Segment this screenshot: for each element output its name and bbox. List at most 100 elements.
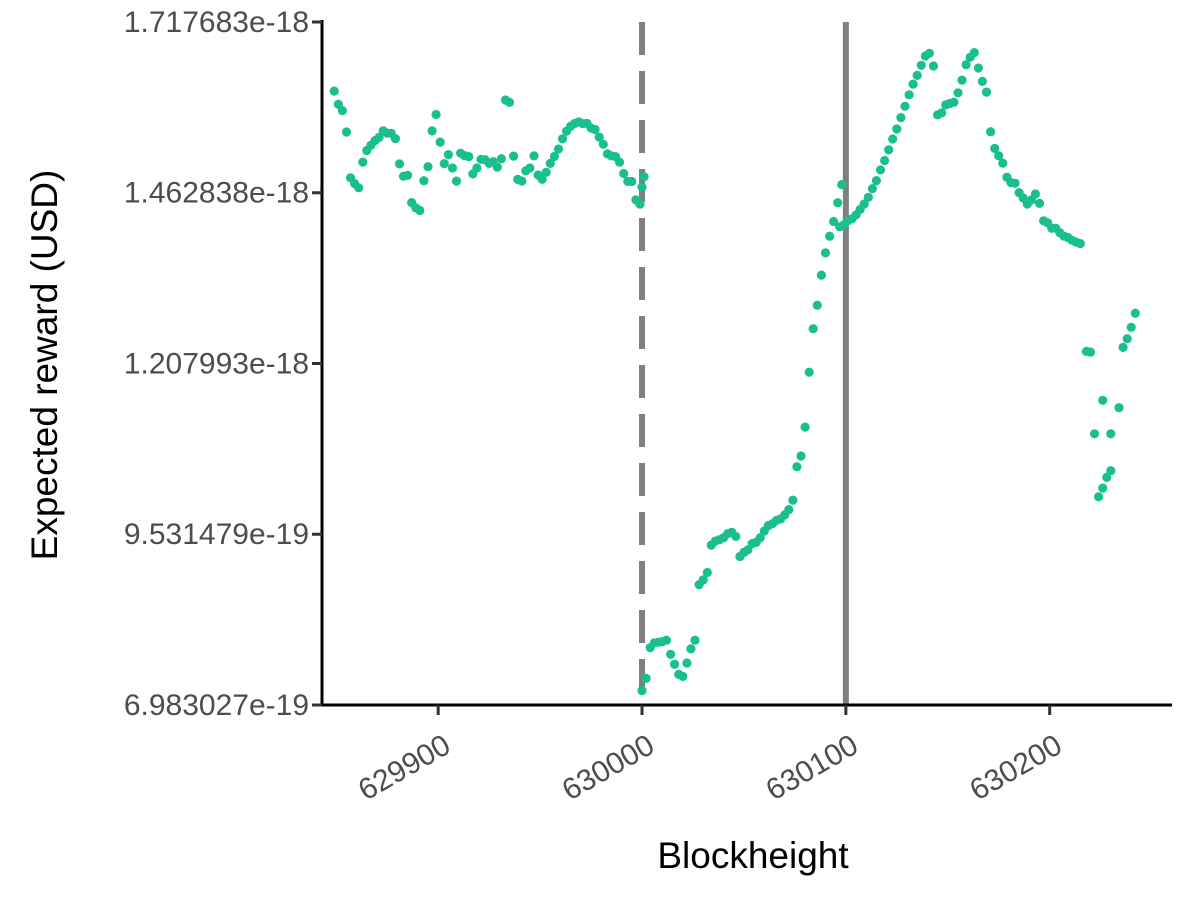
- data-point: [1126, 322, 1136, 332]
- data-point: [1118, 342, 1128, 352]
- x-tick-label: 630100: [761, 728, 864, 807]
- data-point: [525, 163, 535, 173]
- data-point: [986, 127, 996, 137]
- data-point: [419, 176, 429, 186]
- data-point: [812, 300, 822, 310]
- data-point: [492, 162, 502, 172]
- data-point: [755, 533, 765, 543]
- data-point: [1102, 472, 1112, 482]
- data-point: [637, 182, 647, 192]
- data-point: [957, 75, 967, 85]
- reference-lines: [639, 22, 849, 705]
- data-point: [529, 151, 539, 161]
- data-point: [928, 61, 939, 71]
- data-point: [837, 180, 847, 190]
- data-point: [896, 113, 906, 123]
- data-point: [949, 97, 959, 107]
- data-point: [796, 451, 806, 461]
- data-point: [1098, 483, 1108, 493]
- data-point: [447, 163, 458, 173]
- data-point: [863, 192, 873, 202]
- data-point: [661, 635, 672, 645]
- data-point: [329, 86, 339, 96]
- y-tick-label: 1.462838e-18: [124, 177, 309, 210]
- data-point: [390, 134, 400, 144]
- data-point: [800, 422, 810, 432]
- data-point: [916, 60, 926, 70]
- data-point: [731, 531, 741, 542]
- data-point: [808, 324, 818, 334]
- data-point: [833, 198, 843, 208]
- data-point: [337, 106, 347, 116]
- data-point: [496, 154, 506, 164]
- x-tick-label: 630200: [964, 728, 1067, 807]
- data-point: [517, 176, 527, 186]
- data-point: [394, 159, 405, 169]
- data-point: [1098, 395, 1108, 405]
- data-point: [829, 216, 839, 227]
- data-point: [443, 150, 453, 160]
- data-point: [557, 134, 568, 144]
- data-point: [998, 158, 1008, 168]
- data-point: [792, 462, 802, 472]
- data-point: [1122, 334, 1132, 344]
- data-point: [884, 145, 894, 155]
- y-axis-ticks: 6.983027e-19 9.531479e-19 1.207993e-18 1.46…: [124, 6, 322, 722]
- data-point: [875, 165, 886, 175]
- y-tick-label: 6.983027e-19: [124, 689, 309, 722]
- data-point: [635, 199, 645, 209]
- data-point: [472, 163, 482, 173]
- data-point: [1010, 178, 1020, 188]
- data-point: [690, 635, 700, 645]
- data-point: [1106, 429, 1116, 439]
- data-point: [900, 101, 910, 111]
- data-point: [820, 248, 831, 258]
- y-tick-label: 1.717683e-18: [124, 6, 309, 39]
- data-point: [969, 48, 979, 58]
- data-point: [537, 174, 547, 184]
- data-point: [594, 132, 604, 142]
- data-point: [682, 658, 692, 668]
- data-point: [686, 644, 696, 654]
- data-point: [871, 176, 882, 186]
- data-point: [1034, 198, 1045, 208]
- data-point: [990, 143, 1000, 153]
- data-point: [912, 70, 922, 80]
- data-point: [1075, 239, 1085, 249]
- data-point: [1085, 347, 1096, 357]
- data-point: [953, 88, 963, 98]
- data-point: [994, 151, 1004, 161]
- data-point: [627, 176, 637, 187]
- data-point: [545, 158, 555, 168]
- data-point: [403, 170, 413, 180]
- data-point: [670, 659, 680, 669]
- data-point: [431, 109, 441, 120]
- data-point: [977, 76, 988, 86]
- x-axis-ticks: 629900 630000 630100 630200: [353, 705, 1068, 807]
- data-point: [439, 159, 449, 169]
- data-point: [435, 137, 445, 147]
- x-tick-label: 629900: [353, 728, 456, 807]
- data-point: [859, 199, 869, 209]
- axes: [320, 20, 1172, 707]
- data-point: [825, 231, 835, 241]
- data-point: [541, 167, 551, 177]
- data-point: [788, 495, 798, 505]
- data-point: [908, 79, 918, 89]
- data-point: [937, 108, 947, 118]
- y-tick-label: 9.531479e-19: [124, 518, 309, 551]
- data-point: [678, 671, 688, 682]
- data-point: [904, 90, 914, 100]
- data-point: [451, 176, 462, 186]
- data-point: [619, 168, 629, 179]
- data-point: [504, 97, 515, 107]
- data-point: [358, 157, 368, 167]
- data-point: [598, 139, 608, 149]
- data-point: [784, 505, 794, 515]
- data-point: [590, 124, 600, 135]
- data-point: [637, 685, 647, 696]
- data-point: [415, 205, 425, 216]
- data-point: [888, 134, 898, 144]
- data-point: [867, 184, 878, 194]
